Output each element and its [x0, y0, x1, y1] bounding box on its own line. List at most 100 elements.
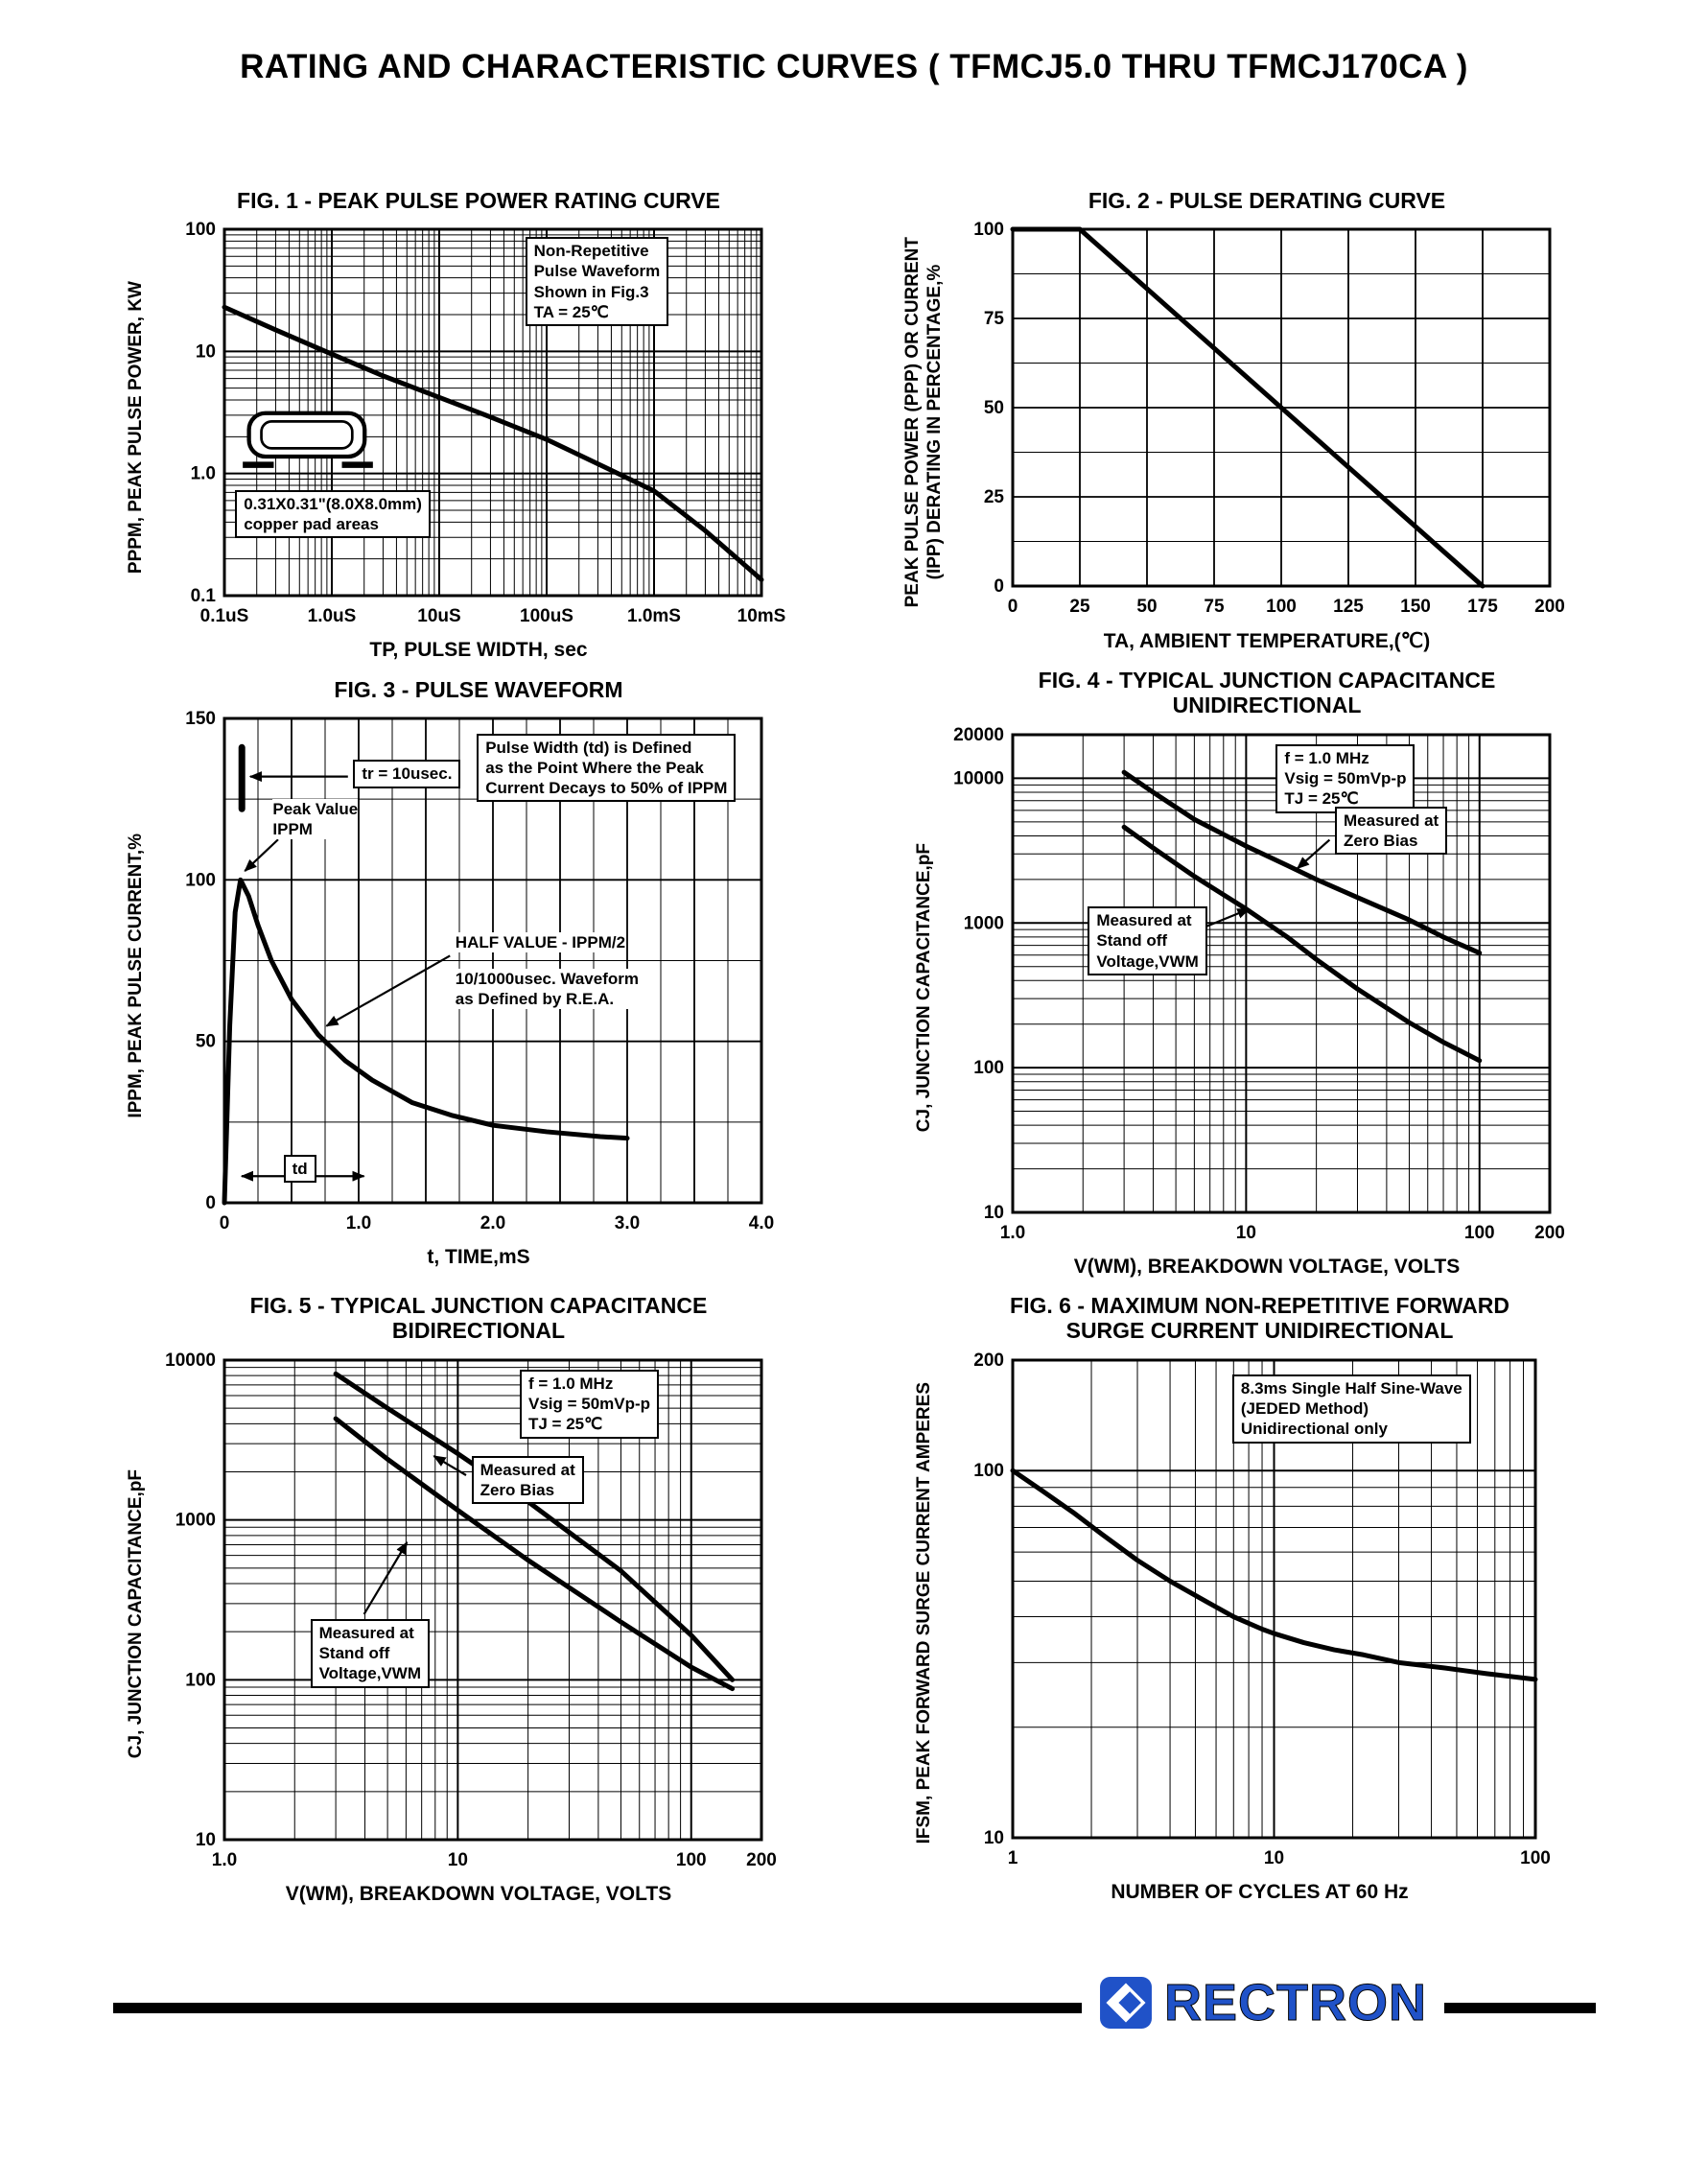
x-tick-label: 1.0mS: [627, 606, 681, 626]
y-tick-label: 1000: [175, 1511, 216, 1531]
page-title: RATING AND CHARACTERISTIC CURVES ( TFMCJ…: [240, 48, 1468, 85]
x-tick-label: 175: [1467, 597, 1498, 617]
y-tick-label: 100: [185, 220, 216, 240]
figure-4-plot: 1.0 10 100 200 10 100 1000 10000 20000 f = 1.0 MH…: [949, 723, 1584, 1253]
figure-5-plot: 1.0 10 100 200 10 100 1000 10000 f = 1.0 MHz Vsi…: [161, 1349, 796, 1880]
x-tick-label: 25: [1069, 597, 1090, 617]
y-tick-label: 10000: [953, 768, 1004, 788]
figure-4-ylabel: CJ, JUNCTION CAPACITANCE,pF: [913, 843, 934, 1133]
y-tick-label: 50: [984, 398, 1004, 418]
y-tick-label: 200: [973, 1351, 1004, 1371]
y-tick-label: 100: [973, 220, 1004, 240]
rectron-logo-icon: [1100, 1977, 1152, 2029]
x-tick-label: 10: [1236, 1223, 1256, 1243]
plot-border: [222, 716, 763, 1205]
y-tick-label: 100: [973, 1058, 1004, 1078]
x-tick-label: 100: [1464, 1223, 1495, 1243]
y-tick-label: 20000: [953, 725, 1004, 745]
figure-1-ylabel-col: PPPM, PEAK PULSE POWER, KW: [111, 218, 161, 636]
x-tick-label: 2.0: [480, 1213, 505, 1233]
figure-1-body: PPPM, PEAK PULSE POWER, KW 0.1uS 1.0uS 10u…: [111, 218, 796, 636]
x-tick-label: 10uS: [417, 606, 460, 626]
figure-2-plot: 0 25 50 75 100 125 150 175 200 0 25 50 75 100: [949, 218, 1584, 626]
annotation-arrow: [433, 1454, 467, 1476]
figure-6-plot: 1 10 100 10 100 200 8.3ms Single Half Sine-Wav…: [949, 1349, 1570, 1878]
x-tick-label: 1.0: [346, 1213, 371, 1233]
data-series-derating-line: [1010, 226, 1486, 589]
x-tick-label: 10: [1264, 1848, 1284, 1868]
x-tick-label: 125: [1333, 597, 1364, 617]
figure-1-title: FIG. 1 - PEAK PULSE POWER RATING CURVE: [237, 188, 720, 213]
figure-3-body: IPPM, PEAK PULSE CURRENT,% 0 1.0 2.0 3.0 4.0…: [111, 707, 796, 1243]
annotation-arrow: [1296, 838, 1331, 870]
y-tick-label: 0: [205, 1193, 216, 1213]
annotation-arrow: [244, 838, 279, 873]
y-tick-label: 10: [984, 1828, 1004, 1848]
plot-border: [1011, 1358, 1537, 1840]
x-tick-label: 50: [1136, 597, 1157, 617]
figure-6-xlabel: NUMBER OF CYCLES AT 60 Hz: [1111, 1880, 1409, 1903]
figure-6-ylabel-col: IFSM, PEAK FORWARD SURGE CURRENT AMPERES: [900, 1349, 949, 1878]
figure-5-ylabel-col: CJ, JUNCTION CAPACITANCE,pF: [111, 1349, 161, 1880]
data-series-standoff-voltage: [333, 1416, 736, 1691]
figure-3-ylabel-col: IPPM, PEAK PULSE CURRENT,%: [111, 707, 161, 1243]
y-tick-label: 0: [994, 576, 1004, 597]
x-tick-label: 200: [746, 1850, 777, 1870]
figure-6: FIG. 6 - MAXIMUM NON-REPETITIVE FORWARD …: [900, 1293, 1570, 1904]
y-tick-label: 10: [196, 342, 216, 363]
x-tick-label: 200: [1534, 1223, 1565, 1243]
plot-border: [222, 227, 763, 598]
data-series-zero-bias: [1121, 769, 1483, 955]
figure-1-ylabel: PPPM, PEAK PULSE POWER, KW: [125, 280, 146, 574]
figure-1: FIG. 1 - PEAK PULSE POWER RATING CURVE P…: [111, 188, 796, 662]
x-tick-label: 0: [1008, 597, 1018, 617]
y-tick-label: 0.1: [191, 586, 217, 606]
figure-5-ylabel: CJ, JUNCTION CAPACITANCE,pF: [125, 1469, 146, 1759]
x-tick-label: 10mS: [737, 606, 786, 626]
plot-svg: 0 1.0 2.0 3.0 4.0 0 50 100 150: [185, 709, 774, 1233]
y-tick-label: 100: [973, 1461, 1004, 1481]
x-tick-label: 1.0: [212, 1850, 237, 1870]
figure-1-plot: 0.1uS 1.0uS 10uS 100uS 1.0mS 10mS 0.1 1.0 10 100 …: [161, 218, 796, 636]
y-tick-label: 100: [185, 1670, 216, 1690]
rectron-logo: RECTRON: [1082, 1968, 1444, 2037]
y-tick-label: 75: [984, 309, 1005, 329]
figure-5-xlabel: V(WM), BREAKDOWN VOLTAGE, VOLTS: [285, 1882, 672, 1905]
x-tick-label: 3.0: [615, 1213, 640, 1233]
y-tick-label: 10: [984, 1203, 1004, 1223]
y-tick-label: 10: [196, 1830, 216, 1850]
x-tick-label: 1.0: [1000, 1223, 1025, 1243]
y-tick-label: 150: [185, 709, 216, 729]
annotation-arrow: [325, 954, 451, 1028]
x-tick-label: 150: [1400, 597, 1431, 617]
x-tick-label: 100uS: [520, 606, 573, 626]
figure-5-title: FIG. 5 - TYPICAL JUNCTION CAPACITANCE BI…: [249, 1293, 708, 1344]
plot-border: [1011, 733, 1552, 1214]
figure-2: FIG. 2 - PULSE DERATING CURVE PEAK PULSE…: [900, 188, 1584, 653]
x-tick-label: 1.0uS: [308, 606, 357, 626]
figure-2-ylabel-col: PEAK PULSE POWER (PPP) OR CURRENT (IPP) …: [900, 218, 949, 626]
y-tick-label: 25: [984, 487, 1005, 507]
x-tick-label: 10: [448, 1850, 468, 1870]
figure-6-body: IFSM, PEAK FORWARD SURGE CURRENT AMPERES…: [900, 1349, 1570, 1878]
figure-2-xlabel: TA, AMBIENT TEMPERATURE,(℃): [1103, 630, 1431, 653]
y-tick-label: 1.0: [191, 464, 216, 484]
plot-border: [1011, 227, 1552, 588]
figure-5: FIG. 5 - TYPICAL JUNCTION CAPACITANCE BI…: [111, 1293, 796, 1906]
figure-4: FIG. 4 - TYPICAL JUNCTION CAPACITANCE UN…: [900, 668, 1584, 1279]
figure-2-ylabel: PEAK PULSE POWER (PPP) OR CURRENT (IPP) …: [902, 237, 945, 608]
figure-1-xlabel: TP, PULSE WIDTH, sec: [369, 639, 588, 662]
y-tick-label: 1000: [964, 913, 1004, 933]
y-tick-label: 10000: [165, 1351, 216, 1371]
figure-5-body: CJ, JUNCTION CAPACITANCE,pF 1.0 10 100 200 1…: [111, 1349, 796, 1880]
x-tick-label: 0.1uS: [200, 606, 249, 626]
y-tick-label: 100: [185, 871, 216, 891]
plot-svg: 0 25 50 75 100 125 150 175 200 0 25 50 75 100: [973, 220, 1565, 617]
x-tick-label: 200: [1534, 597, 1565, 617]
figure-2-body: PEAK PULSE POWER (PPP) OR CURRENT (IPP) …: [900, 218, 1584, 626]
x-tick-label: 1: [1008, 1848, 1018, 1868]
data-series-peak-pulse-power: [222, 305, 764, 583]
x-tick-label: 100: [1266, 597, 1297, 617]
